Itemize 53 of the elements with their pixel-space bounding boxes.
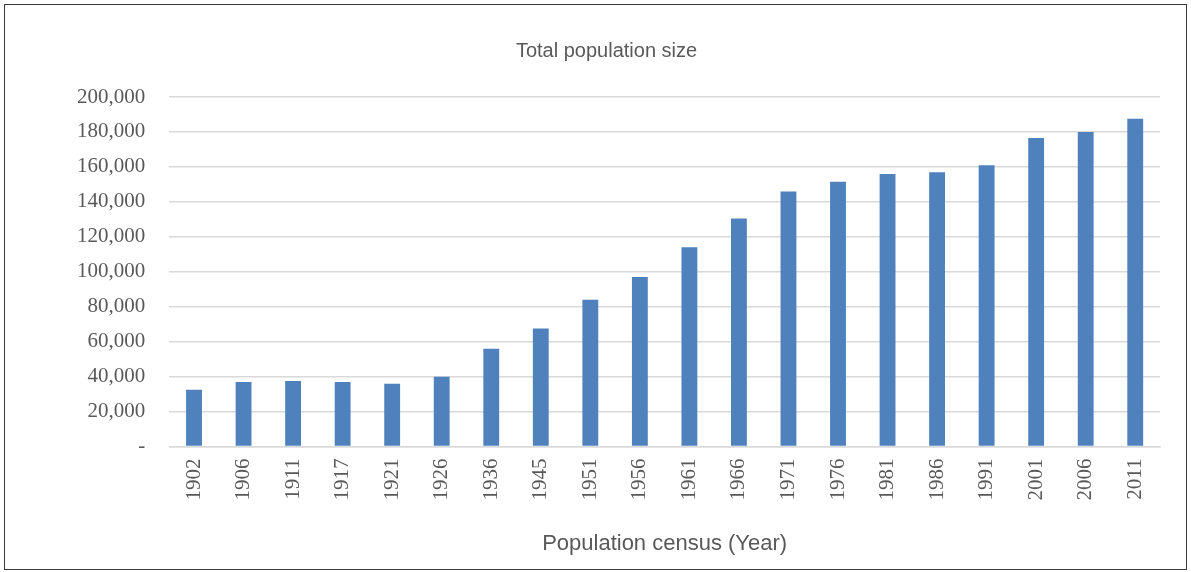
x-tick-label: 2006 [1072, 458, 1097, 501]
y-tick-label: 160,000 [77, 153, 146, 178]
y-tick-label: 40,000 [87, 363, 146, 388]
x-tick-label: 1961 [675, 458, 700, 501]
bar [929, 172, 946, 446]
bar [780, 191, 797, 446]
x-tick-label: 2011 [1121, 458, 1146, 500]
x-tick-label: 1956 [626, 458, 651, 501]
x-tick-label: 1971 [774, 458, 799, 501]
bar [235, 381, 252, 446]
y-tick-label: - [138, 433, 146, 458]
bar [830, 181, 846, 446]
x-tick-label: 1986 [923, 458, 948, 501]
y-tick-label: 180,000 [77, 118, 146, 143]
y-tick-label: 140,000 [77, 188, 146, 213]
bar [186, 389, 202, 446]
bar [731, 218, 747, 446]
bar [1077, 131, 1094, 446]
y-tick-label: 120,000 [77, 223, 146, 248]
x-tick-label: 1936 [477, 458, 502, 501]
y-tick-label: 100,000 [77, 258, 146, 283]
x-tick-label: 1966 [725, 458, 750, 501]
bar [532, 328, 549, 446]
bar [978, 165, 995, 446]
chart-title: Total population size [515, 38, 698, 61]
x-tick-label: 1906 [230, 458, 255, 501]
y-tick-label: 20,000 [87, 398, 146, 423]
bar [631, 277, 648, 446]
x-tick-label: 1911 [279, 458, 304, 500]
x-axis-title: Population census (Year) [542, 529, 788, 555]
y-tick-label: 80,000 [87, 293, 146, 318]
bar [1127, 118, 1144, 446]
x-tick-label: 2001 [1022, 458, 1047, 501]
bar [285, 381, 302, 446]
bar [433, 376, 450, 446]
bar [483, 348, 500, 446]
bar [1028, 138, 1045, 446]
x-tick-label: 1926 [428, 458, 453, 501]
x-tick-label: 1981 [874, 458, 899, 501]
bar [879, 173, 896, 446]
x-tick-label: 1951 [576, 458, 601, 501]
x-tick-label: 1902 [180, 458, 205, 501]
bar [582, 299, 599, 446]
bar [334, 381, 351, 446]
x-tick-label: 1917 [329, 458, 354, 501]
x-tick-label: 1991 [973, 458, 998, 501]
x-tick-label: 1976 [824, 458, 849, 501]
y-tick-label: 60,000 [87, 328, 146, 353]
x-tick-label: 1921 [378, 458, 403, 501]
bar [384, 383, 401, 446]
x-tick-label: 1945 [527, 458, 552, 501]
y-tick-label: 200,000 [77, 83, 146, 108]
bar [681, 247, 698, 446]
